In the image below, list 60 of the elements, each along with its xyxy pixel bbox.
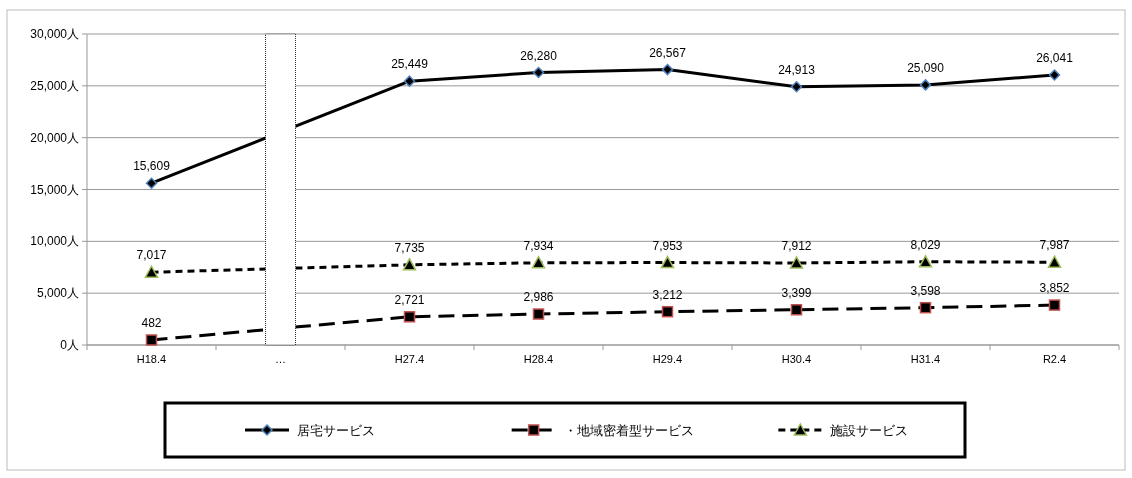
point bbox=[144, 265, 159, 279]
point bbox=[1048, 299, 1061, 311]
data-label: 24,913 bbox=[778, 62, 816, 77]
x-tick-label: H30.4 bbox=[781, 353, 812, 365]
y-tick-label: 5,000人 bbox=[36, 286, 79, 301]
data-label: 482 bbox=[141, 316, 162, 330]
y-tick-label: 0人 bbox=[60, 338, 79, 352]
point bbox=[790, 80, 803, 93]
data-label: 26,567 bbox=[649, 45, 687, 60]
point bbox=[789, 256, 804, 269]
data-label: 3,852 bbox=[1039, 281, 1070, 296]
point bbox=[145, 334, 158, 346]
point bbox=[531, 256, 546, 269]
data-label: 26,280 bbox=[520, 48, 558, 63]
point bbox=[790, 304, 803, 316]
point bbox=[145, 177, 158, 189]
data-label: 7,987 bbox=[1039, 238, 1070, 253]
x-tick-label: H27.4 bbox=[394, 353, 425, 365]
legend-label: 施設サービス bbox=[830, 423, 909, 438]
data-label: 26,041 bbox=[1036, 51, 1074, 66]
x-tick-label: … bbox=[275, 353, 286, 365]
y-tick-label: 10,000人 bbox=[30, 234, 79, 249]
point bbox=[661, 63, 674, 76]
data-label: 7,912 bbox=[781, 238, 812, 253]
point bbox=[1048, 69, 1061, 81]
point bbox=[661, 305, 674, 318]
data-label: 7,953 bbox=[652, 238, 683, 253]
x-tick-label: H18.4 bbox=[136, 353, 167, 365]
data-label: 7,934 bbox=[523, 238, 554, 253]
data-label: 3,598 bbox=[910, 283, 941, 298]
point bbox=[402, 258, 417, 271]
x-tick-label: H28.4 bbox=[523, 353, 554, 365]
y-tick-label: 25,000人 bbox=[30, 78, 79, 93]
x-tick-label: H31.4 bbox=[910, 353, 941, 365]
data-label: 3,399 bbox=[781, 285, 812, 300]
point bbox=[918, 255, 933, 268]
point bbox=[403, 75, 416, 87]
y-tick-label: 20,000人 bbox=[30, 130, 79, 145]
data-label: 25,449 bbox=[391, 57, 429, 72]
point bbox=[1047, 255, 1062, 268]
x-tick-label: H29.4 bbox=[652, 353, 683, 365]
y-tick-label: 15,000人 bbox=[30, 182, 79, 197]
point bbox=[532, 66, 545, 79]
point bbox=[919, 301, 932, 314]
data-label: 3,212 bbox=[652, 287, 683, 302]
data-label: 2,986 bbox=[523, 290, 554, 305]
legend-label: 居宅サービス bbox=[297, 423, 375, 438]
point bbox=[919, 79, 932, 91]
data-label: 7,017 bbox=[136, 248, 167, 263]
y-tick-label: 30,000人 bbox=[30, 27, 79, 41]
data-label: 15,609 bbox=[133, 159, 171, 174]
point bbox=[660, 255, 675, 269]
data-label: 7,735 bbox=[394, 240, 425, 255]
data-label: 25,090 bbox=[907, 60, 945, 75]
point bbox=[403, 311, 416, 323]
point bbox=[532, 308, 545, 320]
data-label: 8,029 bbox=[910, 237, 941, 252]
x-tick-label: R2.4 bbox=[1042, 353, 1067, 365]
data-label: 2,721 bbox=[394, 292, 425, 307]
legend-label: ・地域密着型サービス bbox=[563, 423, 694, 438]
